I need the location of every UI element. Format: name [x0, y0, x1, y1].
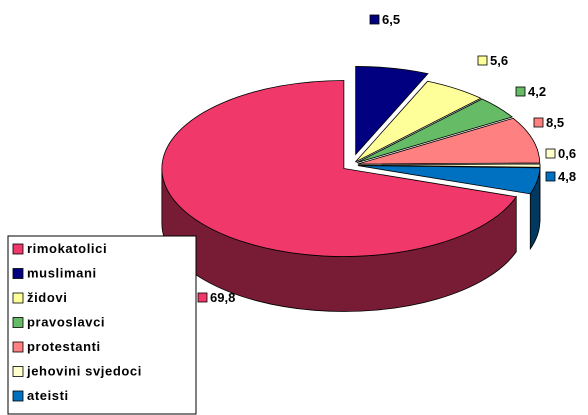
label-swatch — [369, 14, 380, 25]
data-label: 6,5 — [382, 12, 400, 27]
label-swatch — [533, 117, 544, 128]
data-label: 5,6 — [490, 53, 508, 68]
legend-label: jehovini svjedoci — [26, 363, 142, 378]
legend-box — [7, 235, 197, 415]
legend-label: muslimani — [27, 265, 97, 280]
legend-label: židovi — [27, 290, 67, 305]
label-swatch — [545, 148, 556, 159]
legend-swatch — [12, 317, 24, 328]
data-label: 4,2 — [528, 84, 546, 99]
slice — [357, 163, 541, 168]
slice — [161, 80, 517, 257]
data-label: 0,6 — [558, 146, 576, 161]
label-swatch — [197, 292, 208, 303]
slice — [356, 98, 514, 164]
legend-label: pravoslavci — [27, 314, 105, 329]
label-swatch — [545, 171, 556, 182]
legend-swatch — [12, 341, 24, 353]
legend-swatch — [12, 390, 24, 402]
pie — [161, 66, 541, 312]
legend-swatch — [12, 366, 24, 377]
legend-label: rimokatolici — [27, 241, 107, 256]
data-label: 4,8 — [558, 169, 576, 184]
legend-label: protestanti — [27, 339, 101, 354]
slice — [355, 66, 429, 156]
legend-swatch — [12, 292, 24, 304]
data-label: 8,5 — [546, 115, 564, 130]
label-swatch — [477, 55, 488, 66]
slice — [357, 165, 541, 195]
label-swatch — [515, 86, 526, 97]
legend-swatch — [12, 268, 24, 279]
legend-label: ateisti — [27, 388, 69, 403]
legend-swatch — [12, 243, 24, 255]
data-label: 69,8 — [210, 290, 235, 305]
slice — [357, 117, 541, 165]
slice — [355, 80, 482, 163]
